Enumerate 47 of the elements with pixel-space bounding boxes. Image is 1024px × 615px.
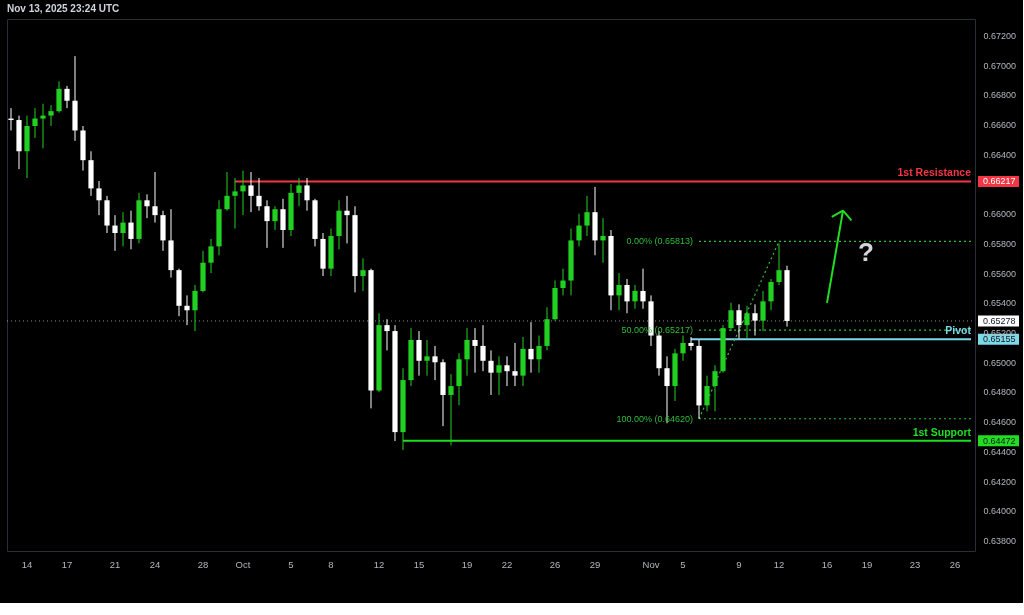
x-tick-label: 14	[21, 558, 33, 570]
y-tick-label: 0.65000	[983, 357, 1017, 368]
x-tick-label: 21	[109, 558, 121, 570]
x-tick-label: 29	[589, 558, 601, 570]
y-tick-label: 0.64400	[983, 446, 1017, 457]
y-tick-label: 0.64800	[983, 387, 1017, 398]
y-tick-label: 0.66800	[983, 90, 1017, 101]
series-label: 0.00% (0.65813)	[626, 236, 693, 247]
text: 0.66217	[983, 176, 1016, 187]
y-tick-label: 0.64600	[983, 417, 1017, 428]
y-tick-label: 0.67000	[983, 60, 1017, 71]
x-tick-label: 26	[549, 558, 561, 570]
x-tick-label: 5	[680, 558, 686, 570]
x-tick-label: 28	[197, 558, 209, 570]
x-tick-label: 17	[61, 558, 73, 570]
x-tick-label: 19	[861, 558, 873, 570]
y-tick-label: 0.66400	[983, 149, 1017, 160]
series-label: 1st Resistance	[897, 166, 972, 179]
x-tick-label: 26	[949, 558, 961, 570]
x-tick-label: 5	[288, 558, 294, 570]
series-label: 1st Support	[912, 425, 972, 438]
chart-title: Nov 13, 2025 23:24 UTC	[7, 3, 120, 14]
y-tick-label: 0.66000	[983, 209, 1017, 220]
x-tick-label: 8	[328, 558, 334, 570]
x-tick-label: Nov	[642, 558, 660, 570]
y-tick-label: 0.67200	[983, 30, 1017, 41]
y-tick-label: 0.64200	[983, 476, 1017, 487]
y-tick-label: 0.65800	[983, 238, 1017, 249]
x-tick-label: 22	[501, 558, 513, 570]
text: 0.64472	[983, 435, 1016, 446]
x-tick-label: Oct	[235, 558, 251, 570]
x-tick-label: 15	[413, 558, 425, 570]
x-tick-label: 23	[909, 558, 921, 570]
y-tick-label: 0.64000	[983, 506, 1017, 517]
y-tick-label: 0.66600	[983, 120, 1017, 131]
x-tick-label: 24	[149, 558, 161, 570]
x-tick-label: 9	[736, 558, 742, 570]
legend-label: ?	[858, 236, 874, 267]
x-tick-label: 12	[773, 558, 785, 570]
x-tick-label: 16	[821, 558, 833, 570]
y-tick-label: 0.63800	[983, 536, 1017, 547]
x-tick-label: 12	[373, 558, 385, 570]
y-tick-label: 0.65600	[983, 268, 1017, 279]
x-tick-label: 19	[461, 558, 473, 570]
y-tick-label: 0.65400	[983, 298, 1017, 309]
series-label: Pivot	[945, 324, 972, 337]
text: 0.65278	[983, 315, 1016, 326]
